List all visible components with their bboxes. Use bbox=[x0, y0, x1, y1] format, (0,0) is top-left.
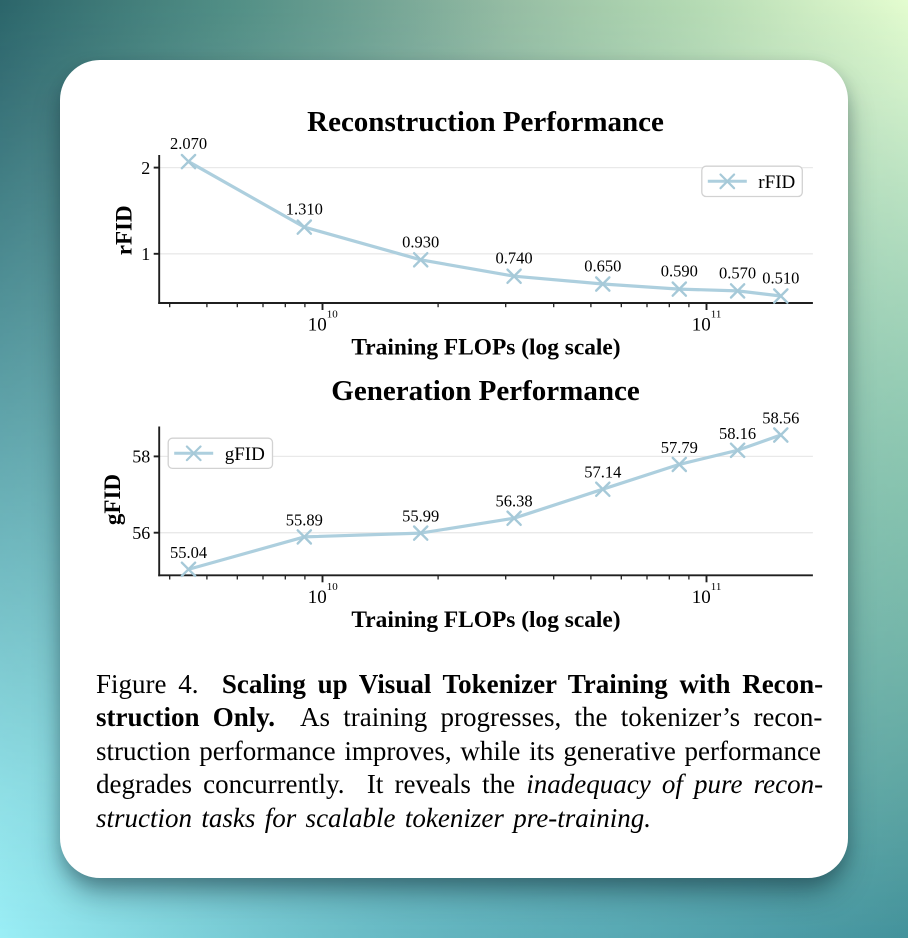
svg-text:0.650: 0.650 bbox=[584, 257, 621, 276]
svg-text:55.89: 55.89 bbox=[286, 510, 323, 529]
svg-text:gFID: gFID bbox=[225, 444, 265, 465]
svg-text:56: 56 bbox=[132, 523, 150, 543]
svg-text:1010: 1010 bbox=[308, 581, 339, 608]
svg-text:Training FLOPs (log scale): Training FLOPs (log scale) bbox=[351, 335, 620, 361]
svg-text:1: 1 bbox=[141, 244, 150, 264]
svg-text:58.56: 58.56 bbox=[762, 409, 799, 428]
svg-text:1010: 1010 bbox=[308, 308, 339, 335]
svg-text:2: 2 bbox=[141, 158, 150, 178]
svg-text:Reconstruction Performance: Reconstruction Performance bbox=[307, 106, 664, 138]
svg-text:0.570: 0.570 bbox=[719, 263, 756, 282]
svg-text:1.310: 1.310 bbox=[286, 200, 323, 219]
svg-text:0.740: 0.740 bbox=[496, 249, 533, 268]
svg-text:58: 58 bbox=[132, 447, 150, 467]
svg-text:55.04: 55.04 bbox=[170, 543, 207, 562]
svg-text:58.16: 58.16 bbox=[719, 424, 756, 443]
svg-text:0.930: 0.930 bbox=[402, 232, 439, 251]
svg-text:Training FLOPs (log scale): Training FLOPs (log scale) bbox=[351, 607, 620, 633]
svg-text:0.590: 0.590 bbox=[661, 262, 698, 281]
svg-text:56.38: 56.38 bbox=[496, 492, 533, 511]
svg-text:Generation Performance: Generation Performance bbox=[331, 375, 640, 407]
svg-text:1011: 1011 bbox=[692, 581, 722, 608]
svg-text:gFID: gFID bbox=[100, 474, 125, 525]
svg-text:rFID: rFID bbox=[758, 172, 795, 193]
svg-text:0.510: 0.510 bbox=[762, 269, 799, 288]
svg-text:2.070: 2.070 bbox=[170, 134, 207, 153]
svg-text:57.79: 57.79 bbox=[661, 438, 698, 457]
svg-text:rFID: rFID bbox=[111, 205, 136, 255]
svg-text:57.14: 57.14 bbox=[584, 463, 621, 482]
svg-text:55.99: 55.99 bbox=[402, 507, 439, 526]
svg-text:1011: 1011 bbox=[692, 308, 722, 335]
